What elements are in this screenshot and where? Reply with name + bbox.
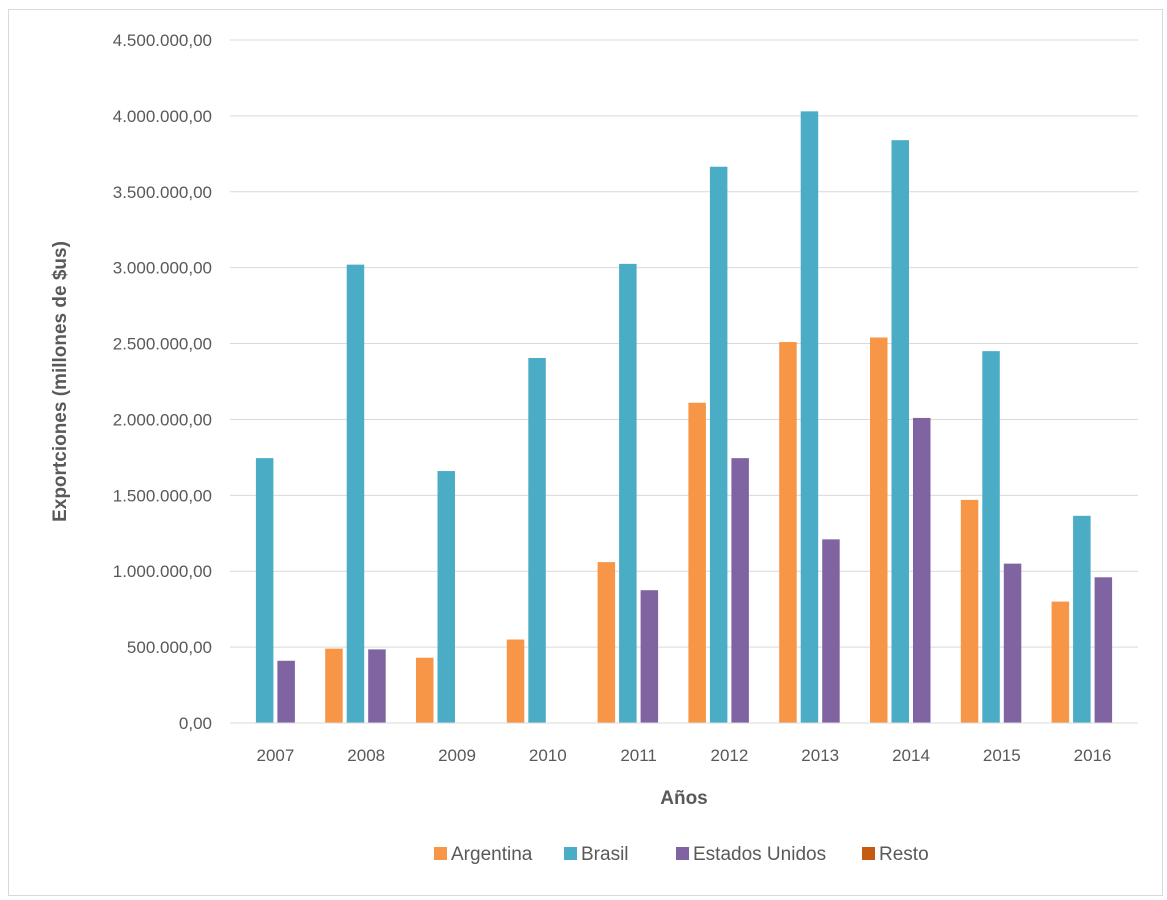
legend-swatch (676, 847, 689, 860)
bars (255, 111, 1113, 724)
legend-label: Argentina (451, 844, 533, 865)
y-axis-ticks: 0,00 500.000,00 1.000.000,00 1.500.000,00 2.… (113, 31, 212, 733)
bar (277, 660, 295, 723)
bar (325, 648, 343, 723)
chart-frame (8, 9, 1163, 896)
bar (619, 263, 637, 723)
bar (255, 458, 274, 723)
y-tick-label: 3.500.000,00 (113, 183, 212, 202)
bar (346, 264, 365, 723)
x-axis-title: Años (660, 788, 708, 809)
legend-label: Estados Unidos (693, 844, 826, 865)
y-tick-label: 500.000,00 (127, 638, 212, 657)
x-tick-label: 2011 (620, 746, 657, 765)
x-tick-label: 2014 (892, 746, 930, 765)
y-tick-label: 0,00 (179, 714, 212, 733)
bar (1073, 515, 1091, 723)
bar (779, 342, 797, 723)
y-tick-label: 3.000.000,00 (113, 259, 212, 278)
x-tick-label: 2008 (347, 746, 385, 765)
legend-swatch (862, 847, 875, 860)
x-tick-label: 2007 (256, 746, 294, 765)
bar (1094, 577, 1113, 723)
bar (891, 140, 909, 723)
x-tick-label: 2009 (438, 746, 476, 765)
bar (709, 166, 728, 724)
bar (982, 351, 1000, 723)
y-tick-label: 2.000.000,00 (113, 410, 212, 429)
x-tick-label: 2015 (983, 746, 1021, 765)
bar (528, 357, 546, 723)
x-tick-label: 2012 (710, 746, 748, 765)
bar (1051, 601, 1070, 723)
bar (870, 337, 888, 723)
y-axis-title: Exportciones (millones de $us) (50, 241, 71, 522)
bar (913, 417, 931, 723)
bar (640, 590, 659, 723)
gridlines (230, 39, 1138, 648)
y-tick-label: 4.500.000,00 (113, 31, 212, 50)
x-tick-label: 2010 (529, 746, 567, 765)
bar (1003, 563, 1022, 723)
bar (506, 639, 525, 723)
y-tick-label: 1.000.000,00 (113, 562, 212, 581)
x-axis-ticks: 2007 2008 2009 2010 2011 2012 2013 2014 2015 2016 (256, 746, 1111, 765)
y-tick-label: 4.000.000,00 (113, 107, 212, 126)
bar (731, 458, 749, 723)
bar (960, 499, 979, 723)
x-tick-label: 2013 (801, 746, 839, 765)
legend-swatch (434, 847, 447, 860)
bar (688, 402, 706, 723)
legend-swatch (564, 847, 577, 860)
x-tick-label: 2016 (1074, 746, 1112, 765)
y-tick-label: 1.500.000,00 (113, 486, 212, 505)
bar (437, 471, 455, 723)
bar (416, 657, 434, 723)
bar (597, 562, 616, 723)
bar (800, 111, 819, 723)
bar (822, 539, 840, 723)
bar (368, 649, 386, 723)
legend: Argentina Brasil Estados Unidos Resto (434, 844, 929, 865)
legend-label: Brasil (581, 844, 629, 865)
y-tick-label: 2.500.000,00 (113, 335, 212, 354)
legend-label: Resto (879, 844, 929, 865)
